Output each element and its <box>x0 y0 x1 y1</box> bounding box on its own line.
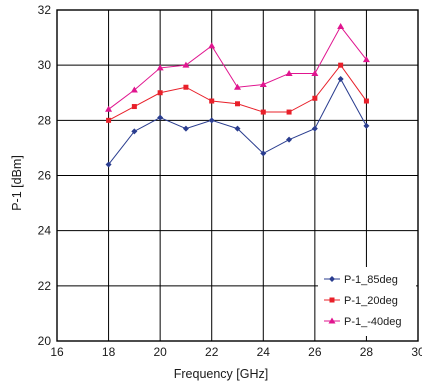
y-tick-label: 28 <box>38 113 52 127</box>
data-point <box>286 136 293 143</box>
x-axis-ticks: 16 18 20 22 24 26 28 30 <box>50 345 422 359</box>
y-tick-label: 20 <box>38 334 52 348</box>
series-2 <box>105 23 370 112</box>
series-0 <box>105 75 370 168</box>
series-line <box>108 77 367 165</box>
data-point <box>234 83 241 90</box>
data-point <box>130 86 138 93</box>
data-point <box>362 56 370 63</box>
data-point <box>363 98 369 104</box>
data-point <box>259 80 267 87</box>
data-point <box>182 61 190 68</box>
x-tick-label: 16 <box>50 345 64 359</box>
x-tick-label: 26 <box>308 345 322 359</box>
x-axis-label: Frequency [GHz] <box>174 367 268 381</box>
y-tick-label: 26 <box>38 169 52 183</box>
data-point <box>208 117 215 124</box>
data-point <box>131 128 138 135</box>
legend-label: P-1_-40deg <box>344 316 402 328</box>
legend-label: P-1_85deg <box>344 274 398 286</box>
legend-label: P-1_20deg <box>344 295 398 307</box>
data-point <box>131 104 137 110</box>
y-axis-label: P-1 [dBm] <box>10 155 24 211</box>
data-point <box>286 109 292 115</box>
data-point <box>183 84 189 90</box>
x-tick-label: 18 <box>102 345 116 359</box>
data-point <box>182 125 189 132</box>
plot-frame <box>56 9 419 342</box>
y-tick-label: 22 <box>38 279 52 293</box>
y-axis-ticks: 20 22 24 26 28 30 32 <box>38 3 52 348</box>
data-point <box>260 109 266 115</box>
data-point <box>337 75 344 82</box>
data-point <box>312 95 318 101</box>
data-point <box>208 42 216 49</box>
data-point <box>363 122 370 129</box>
series-group <box>105 23 370 168</box>
data-point <box>338 62 344 68</box>
data-point <box>105 105 113 112</box>
data-point <box>260 150 267 157</box>
series-1 <box>106 62 369 123</box>
data-point <box>157 114 164 121</box>
data-point <box>156 64 164 71</box>
series-line <box>108 25 367 110</box>
x-tick-label: 24 <box>257 345 271 359</box>
data-point <box>311 125 318 132</box>
data-point <box>234 125 241 132</box>
y-tick-label: 30 <box>38 58 52 72</box>
x-tick-label: 30 <box>411 345 422 359</box>
grid <box>56 9 419 342</box>
legend-marker <box>328 317 336 324</box>
legend: P-1_85deg P-1_20deg P-1_-40deg <box>318 267 416 336</box>
legend-marker <box>329 297 335 303</box>
legend-marker <box>329 276 335 282</box>
x-tick-label: 22 <box>205 345 219 359</box>
y-tick-label: 24 <box>38 224 52 238</box>
data-point <box>235 101 240 107</box>
data-point <box>285 69 293 76</box>
data-point <box>157 90 163 96</box>
x-tick-label: 28 <box>360 345 374 359</box>
series-line <box>108 64 367 121</box>
data-point <box>106 117 112 123</box>
data-point <box>311 69 319 76</box>
y-tick-label: 32 <box>38 3 52 17</box>
x-tick-label: 20 <box>153 345 167 359</box>
data-point <box>105 161 112 168</box>
data-point <box>209 98 215 104</box>
data-point <box>337 23 345 30</box>
